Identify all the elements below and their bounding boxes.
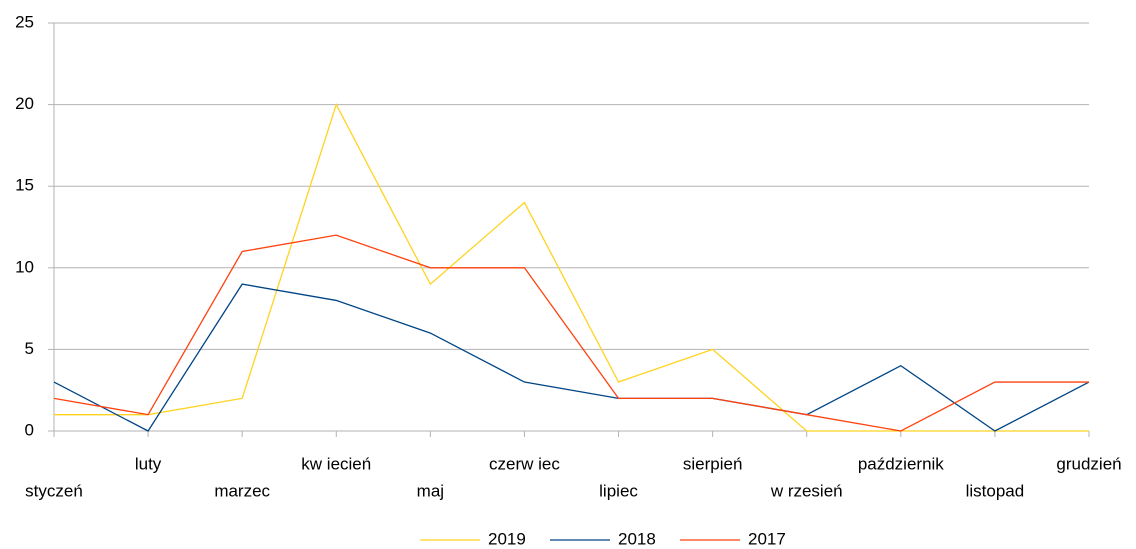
x-tick-label: styczeń	[25, 481, 83, 500]
x-tick-label: sierpień	[683, 454, 743, 473]
y-tick-label: 0	[25, 420, 34, 439]
legend-label: 2019	[488, 529, 526, 548]
x-tick-label: czerw iec	[489, 454, 560, 473]
x-tick-label: listopad	[966, 481, 1025, 500]
series-line	[53, 234, 1089, 432]
legend-label: 2018	[618, 529, 656, 548]
x-tick-label: marzec	[214, 481, 270, 500]
y-tick-label: 5	[25, 339, 34, 358]
y-tick-label: 25	[15, 12, 34, 31]
series-line	[53, 283, 1090, 432]
legend-label: 2017	[748, 529, 786, 548]
x-tick-label: luty	[135, 454, 162, 473]
x-tick-label: w rzesień	[770, 481, 843, 500]
x-tick-label: grudzień	[1056, 454, 1121, 473]
y-tick-label: 10	[15, 257, 34, 276]
x-tick-label: lipiec	[599, 481, 638, 500]
y-tick-label: 15	[15, 176, 34, 195]
x-tick-label: maj	[417, 481, 444, 500]
series-line	[54, 102, 1089, 432]
x-tick-label: kw iecień	[301, 454, 371, 473]
x-tick-label: październik	[858, 454, 944, 473]
y-tick-label: 20	[15, 94, 34, 113]
